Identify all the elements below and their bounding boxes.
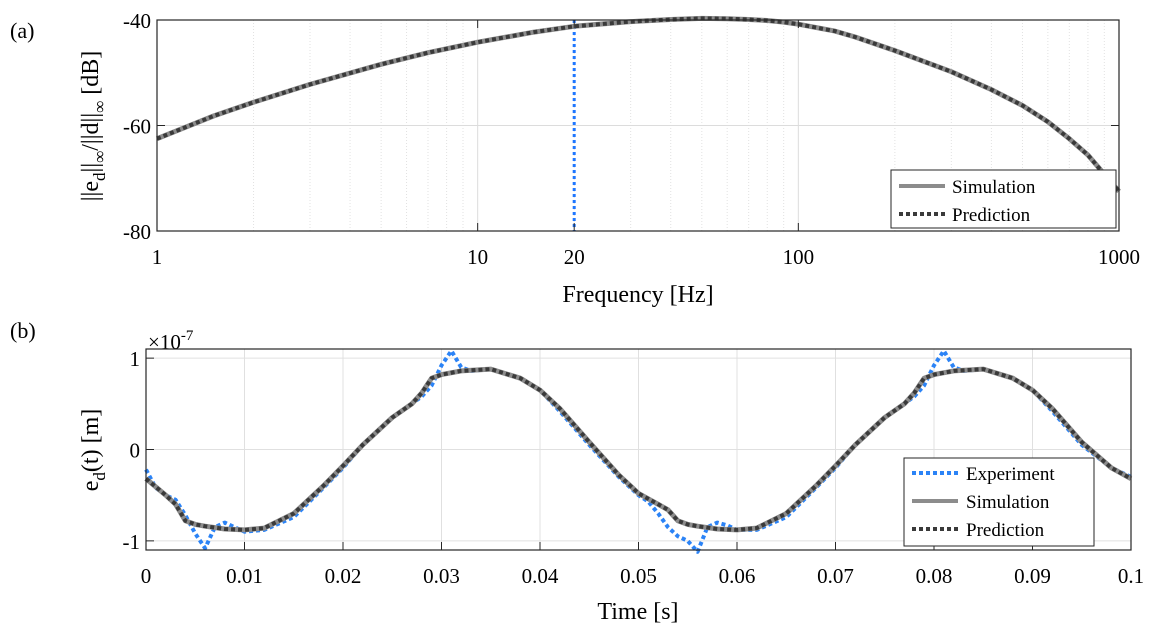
panel-b-chart: (b) ×10-7 0 0.01 0.02 0.03 0.04 0.05 0.06 0.07 0… bbox=[10, 318, 1144, 625]
panel-b-ytick-label: -1 bbox=[123, 530, 141, 554]
panel-b-xtick-label: 0.07 bbox=[817, 564, 854, 588]
panel-a-ytick-label: -80 bbox=[123, 220, 151, 244]
panel-a-xtick-label: 20 bbox=[564, 245, 585, 269]
panel-a-ytick-label: -40 bbox=[123, 9, 151, 33]
panel-b-xtick-label: 0.08 bbox=[916, 564, 953, 588]
panel-b-legend-label-prediction: Prediction bbox=[966, 520, 1045, 541]
panel-b-legend: Experiment Simulation Prediction bbox=[903, 457, 1095, 547]
panel-b-lines bbox=[144, 348, 1133, 554]
panel-b-grid bbox=[146, 349, 1131, 550]
panel-b-xtick-label: 0 bbox=[141, 564, 152, 588]
panel-b-xtick-label: 0.09 bbox=[1014, 564, 1051, 588]
panel-a-ylabel: ||ed||∞/||d||∞ [dB] bbox=[78, 51, 109, 202]
panel-a-chart: (a) 1 10 20 100 1000 -80 -60 -40 Frequency [Hz]… bbox=[10, 9, 1140, 308]
panel-b-xtick-label: 0.04 bbox=[522, 564, 559, 588]
panel-a-xlabel: Frequency [Hz] bbox=[562, 282, 713, 308]
panel-b-xlabel: Time [s] bbox=[597, 599, 678, 625]
panel-b-legend-label-experiment: Experiment bbox=[966, 464, 1055, 485]
panel-a-legend: Simulation Prediction bbox=[890, 169, 1117, 229]
panel-a-grid bbox=[157, 20, 1119, 231]
panel-a-xtick-label: 100 bbox=[783, 245, 815, 269]
panel-a-xtick-label: 10 bbox=[467, 245, 488, 269]
panel-a-legend-box bbox=[890, 169, 1117, 229]
panel-b-ytick-label: 0 bbox=[130, 439, 141, 463]
panel-b-series-prediction bbox=[144, 367, 1132, 532]
panel-b-ylabel: ed(t) [m] bbox=[78, 409, 109, 491]
panel-b-xtick-label: 0.01 bbox=[226, 564, 263, 588]
panel-b-xtick-label: 0.06 bbox=[719, 564, 756, 588]
panel-b-label: (b) bbox=[10, 318, 36, 343]
panel-a-xtick-label: 1000 bbox=[1098, 245, 1140, 269]
panel-a-series-prediction bbox=[156, 16, 1121, 193]
panel-b-xtick-label: 0.1 bbox=[1118, 564, 1144, 588]
panel-a-label: (a) bbox=[10, 18, 34, 43]
panel-a-legend-label-prediction: Prediction bbox=[952, 205, 1031, 226]
panel-b-ticks: 0 0.01 0.02 0.03 0.04 0.05 0.06 0.07 0.08 0.09 0.1… bbox=[123, 347, 1145, 588]
panel-b-xtick-label: 0.02 bbox=[325, 564, 362, 588]
panel-b-xtick-label: 0.03 bbox=[423, 564, 460, 588]
panel-a-legend-label-simulation: Simulation bbox=[952, 177, 1036, 198]
panel-b-legend-label-simulation: Simulation bbox=[966, 492, 1050, 513]
panel-a-ticks: 1 10 20 100 1000 -80 -60 -40 bbox=[123, 9, 1140, 269]
panel-b-ytick-label: 1 bbox=[130, 347, 141, 371]
panel-a-ytick-label: -60 bbox=[123, 115, 151, 139]
panel-b-xtick-label: 0.05 bbox=[620, 564, 657, 588]
panel-a-xtick-label: 1 bbox=[152, 245, 163, 269]
